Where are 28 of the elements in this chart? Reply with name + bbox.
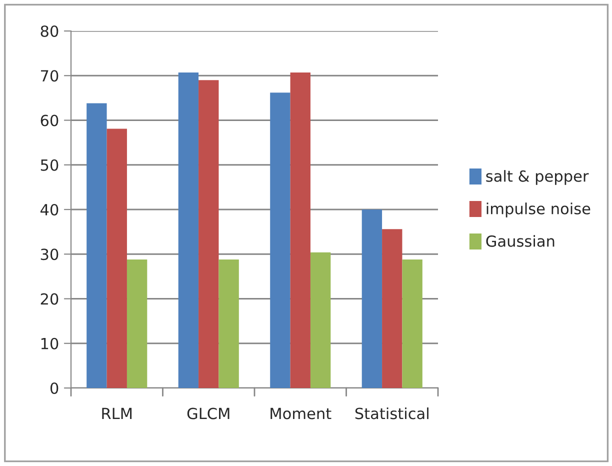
y-tick-label: 60 [40, 114, 58, 126]
y-tick-label: 20 [40, 293, 58, 305]
y-tick-label: 80 [40, 25, 58, 38]
bar [198, 80, 219, 388]
y-tick-label: 30 [40, 248, 58, 260]
legend-label: Gaussian [486, 235, 554, 247]
y-tick-label: 70 [41, 70, 58, 82]
bar [86, 103, 107, 388]
x-tick-label: Moment [270, 408, 332, 420]
bar [310, 252, 331, 388]
bar [106, 128, 127, 388]
y-tick-label: 50 [40, 159, 58, 171]
legend-label: salt & pepper [486, 170, 589, 185]
bar [290, 72, 310, 388]
bar [402, 259, 422, 388]
y-tick-label: 0 [50, 382, 58, 394]
bar [126, 259, 148, 388]
y-tick-label: 10 [41, 338, 58, 350]
x-tick-label: RLM [102, 408, 132, 420]
legend-label: impulse noise [486, 202, 590, 218]
x-tick-label: GLCM [187, 408, 230, 420]
bar [178, 72, 199, 388]
x-tick-label: Statistical [355, 407, 428, 420]
bar [382, 229, 402, 388]
bar [218, 259, 239, 388]
bar [362, 210, 382, 388]
y-tick-label: 40 [40, 204, 58, 216]
bar [270, 92, 290, 388]
